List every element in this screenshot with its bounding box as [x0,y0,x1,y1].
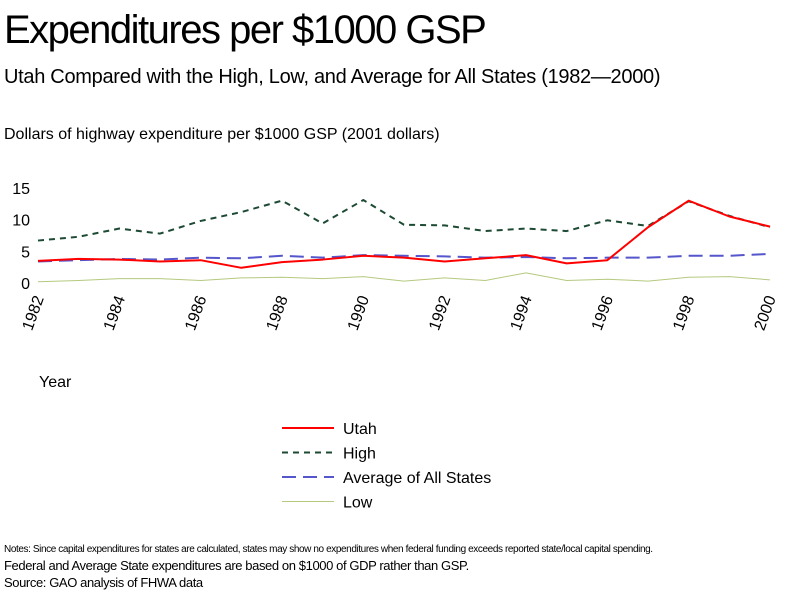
y-axis-label: Dollars of highway expenditure per $1000… [4,126,440,143]
y-tick-label: 10 [12,213,30,230]
x-tick-label: 1996 [589,293,617,332]
x-axis-label: Year [39,374,72,391]
y-tick-label: 5 [21,244,30,261]
y-tick-label: 15 [12,181,30,198]
legend-label: Average of All States [343,470,491,487]
series-line-utah [37,199,771,269]
legend-label: High [343,446,376,463]
x-tick-label: 1992 [426,293,454,332]
x-tick-label: 1982 [20,293,48,332]
series-line-low [37,272,771,283]
note-capital-expenditures: Notes: Since capital expenditures for st… [4,544,653,555]
note-federal-average: Federal and Average State expenditures a… [4,557,469,573]
x-tick-label: 1990 [345,293,373,332]
chart-title: Expenditures per $1000 GSP [4,8,487,52]
chart-subtitle: Utah Compared with the High, Low, and Av… [4,66,661,88]
line-chart: 0 5 10 15 1982 1984 1986 1988 1990 1992 1994 1996 19… [12,181,780,512]
legend-label: Low [343,495,373,512]
x-tick-label: 1998 [670,293,698,332]
x-tick-label: 1986 [182,293,210,332]
y-tick-label: 0 [21,276,30,293]
series-line-high [37,199,771,242]
x-tick-label: 1988 [264,293,292,332]
x-tick-label: 1984 [101,293,129,332]
x-tick-label: 2000 [752,293,780,332]
series-line-average-of-all-states [37,252,771,263]
x-tick-label: 1994 [508,293,536,332]
legend-label: Utah [343,421,377,438]
note-source: Source: GAO analysis of FHWA data [4,575,203,591]
chart-notes: Notes: Since capital expenditures for st… [4,543,653,592]
